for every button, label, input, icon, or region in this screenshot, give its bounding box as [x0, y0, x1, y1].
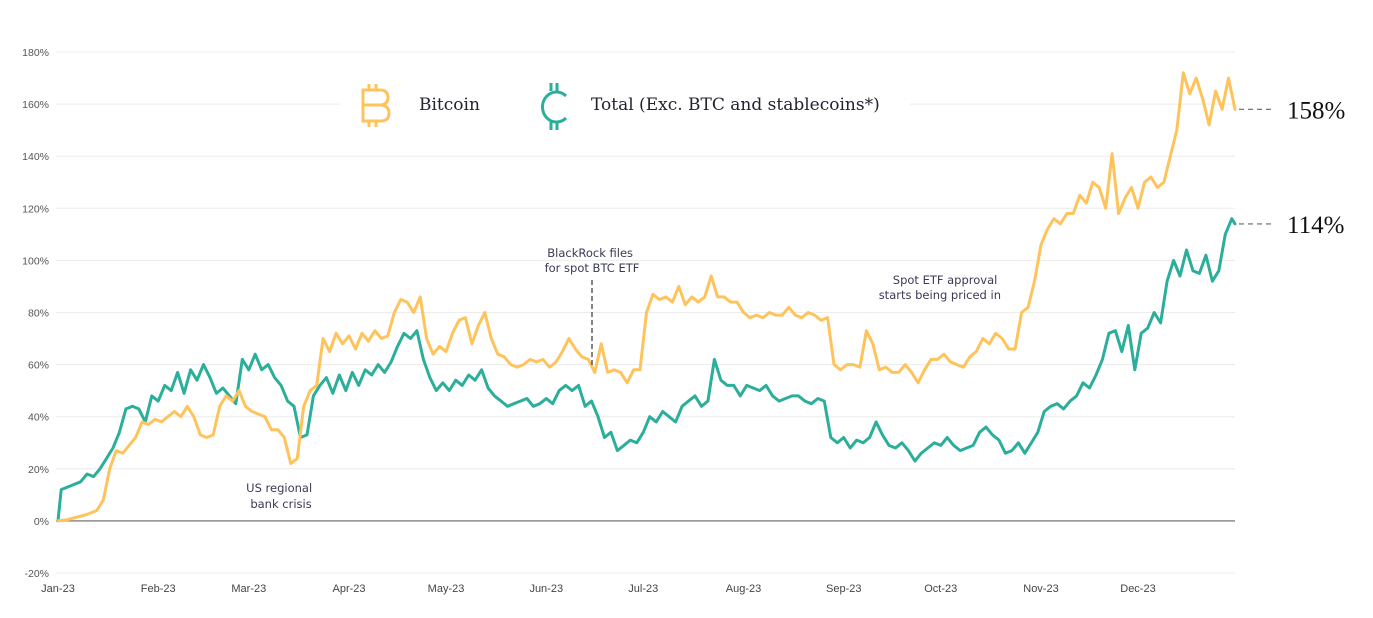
series-line-total [56, 217, 1237, 523]
series-group [56, 71, 1237, 523]
legend-background [340, 78, 910, 130]
y-axis: -20% 0% 20% 40% 60% 80% 100% 120% 140% 160% 180% [22, 47, 49, 580]
x-tick-label: Sep-23 [826, 583, 861, 595]
y-tick-label: -20% [24, 568, 49, 580]
annotation-blackrock-line-2: for spot BTC ETF [545, 261, 640, 275]
y-tick-label: 160% [22, 99, 49, 111]
cedi-icon [540, 83, 568, 130]
x-tick-label: May-23 [428, 583, 465, 595]
annotation-blackrock: BlackRock files for spot BTC ETF [545, 246, 640, 275]
total-end-label: 114% [1287, 212, 1344, 239]
annotation-spot-etf: Spot ETF approval starts being priced in [879, 273, 1001, 302]
annotation-blackrock-line-1: BlackRock files [547, 246, 633, 260]
annotation-bank-crisis-line-1: US regional [246, 481, 312, 495]
x-tick-label: Dec-23 [1120, 583, 1155, 595]
x-tick-label: Feb-23 [141, 583, 176, 595]
y-tick-label: 140% [22, 151, 49, 163]
series-line-bitcoin [56, 71, 1237, 523]
annotation-bank-crisis-line-2: bank crisis [250, 497, 311, 511]
y-tick-label: 80% [28, 308, 49, 320]
x-tick-label: Mar-23 [231, 583, 266, 595]
x-tick-label: Aug-23 [726, 583, 761, 595]
legend-item-total: Total (Exc. BTC and stablecoins*) [540, 83, 880, 130]
x-tick-label: Jan-23 [41, 583, 75, 595]
y-tick-label: 20% [28, 464, 49, 476]
legend-item-bitcoin: Bitcoin [361, 84, 480, 127]
y-tick-label: 120% [22, 203, 49, 215]
end-labels: 158% 114% [1239, 97, 1345, 239]
x-tick-label: Nov-23 [1023, 583, 1058, 595]
y-tick-label: 100% [22, 255, 49, 267]
x-tick-label: Apr-23 [333, 583, 366, 595]
annotation-spot-etf-line-2: starts being priced in [879, 288, 1001, 302]
x-axis: Jan-23 Feb-23 Mar-23 Apr-23 May-23 Jun-23 Jul-… [41, 583, 1156, 595]
y-tick-label: 40% [28, 412, 49, 424]
legend-label-bitcoin: Bitcoin [419, 95, 480, 115]
bitcoin-end-label: 158% [1287, 97, 1345, 124]
y-tick-label: 180% [22, 47, 49, 59]
x-tick-label: Jun-23 [529, 583, 563, 595]
x-tick-label: Oct-23 [924, 583, 957, 595]
y-tick-label: 0% [34, 516, 49, 528]
y-tick-label: 60% [28, 360, 49, 372]
annotation-bank-crisis: US regional bank crisis [246, 481, 316, 511]
bitcoin-icon [361, 84, 391, 127]
legend-label-total: Total (Exc. BTC and stablecoins*) [591, 95, 880, 115]
annotation-spot-etf-line-1: Spot ETF approval [893, 273, 998, 287]
annotations: US regional bank crisis BlackRock files … [246, 246, 1001, 511]
legend: Bitcoin Total (Exc. BTC and stablecoins*… [361, 83, 880, 130]
x-tick-label: Jul-23 [628, 583, 658, 595]
